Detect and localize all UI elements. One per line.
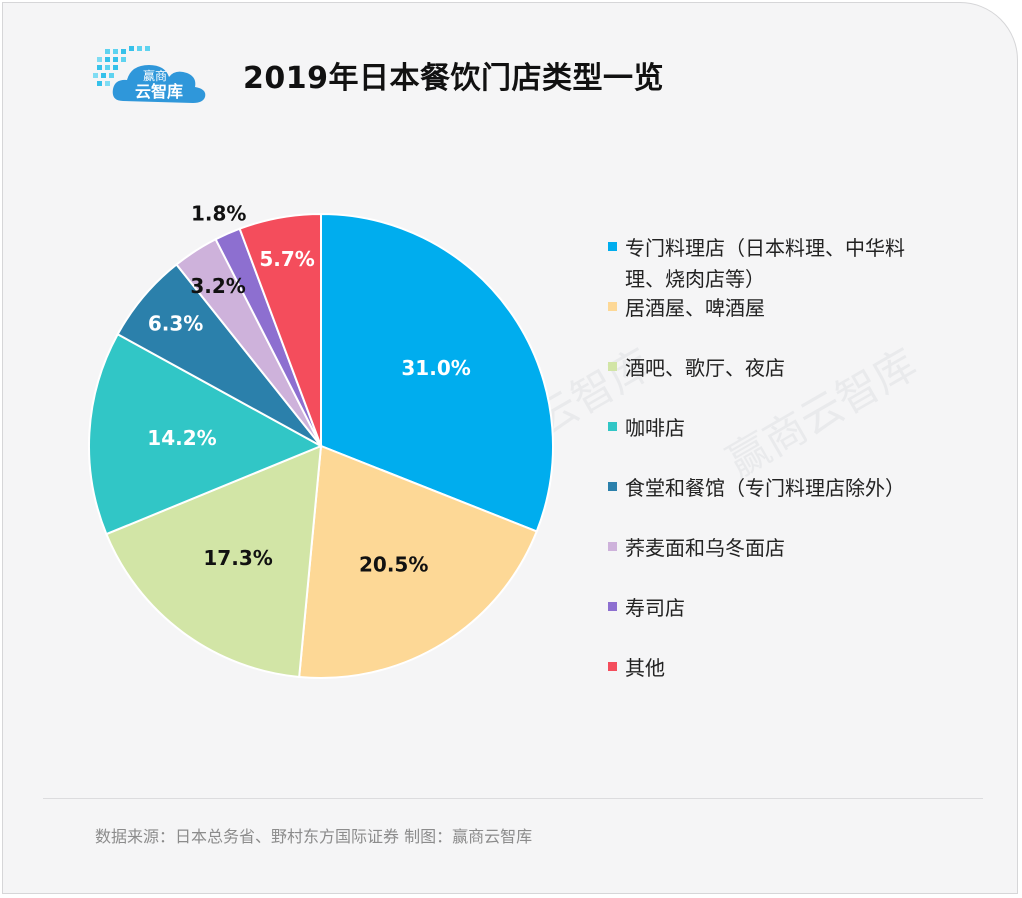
- legend-swatch: [608, 542, 617, 551]
- legend-label: 食堂和餐馆（专门料理店除外）: [625, 476, 905, 500]
- legend-item: 食堂和餐馆（专门料理店除外）: [608, 476, 905, 500]
- pie-slice-label: 14.2%: [147, 426, 216, 450]
- pie-slice-label: 6.3%: [148, 311, 203, 335]
- pie-slice-label: 31.0%: [401, 356, 470, 380]
- source-note: 数据来源：日本总务省、野村东方国际证券 制图：赢商云智库: [95, 827, 533, 846]
- pie-labels: 31.0% 20.5% 17.3% 14.2% 6.3% 3.2% 1.8% 5.7%: [147, 202, 470, 577]
- pie-slice-label: 20.5%: [359, 553, 428, 577]
- pie-slice: [88, 332, 324, 536]
- chart-title: 2019年日本餐饮门店类型一览: [243, 61, 664, 96]
- legend-label: 咖啡店: [625, 416, 685, 440]
- pie-slice-label: 17.3%: [203, 546, 272, 570]
- pie-slices: [88, 212, 554, 679]
- pie-slice-label: 5.7%: [259, 247, 314, 271]
- logo-cloud: [112, 65, 206, 103]
- legend-swatch: [608, 482, 617, 491]
- legend-swatch: [608, 662, 617, 671]
- legend-swatch: [608, 242, 617, 251]
- legend-swatch: [608, 362, 617, 371]
- pie-slice: [298, 444, 539, 679]
- logo-pixel-grid: [93, 46, 150, 86]
- logo-text-bottom: 云智库: [135, 82, 183, 101]
- legend-swatch: [608, 422, 617, 431]
- legend-label: 荞麦面和乌冬面店: [625, 536, 785, 560]
- legend-label: 其他: [625, 656, 665, 680]
- legend-label: 居酒屋、啤酒屋: [625, 296, 765, 320]
- legend-label: 酒吧、歌厅、夜店: [625, 356, 785, 380]
- legend-item: 寿司店: [608, 596, 685, 620]
- logo-text-top: 赢商: [143, 68, 167, 83]
- yingshang-logo: 赢商 云智库: [93, 46, 206, 103]
- legend-item: 荞麦面和乌冬面店: [608, 536, 785, 560]
- legend-label: 理、烧肉店等）: [625, 267, 765, 291]
- pie-slice: [105, 444, 323, 679]
- pie-slice-label: 1.8%: [191, 202, 246, 226]
- legend-label: 专门料理店（日本料理、中华料: [625, 236, 905, 260]
- legend-item: 咖啡店: [608, 416, 685, 440]
- legend-label: 寿司店: [625, 596, 685, 620]
- pie-chart: 赢商云智库 赢商云智库 赢商云智库 31.0%20.5%17.3%14.2%6.…: [88, 202, 925, 680]
- pie-slice: [238, 212, 322, 447]
- footer-divider: [43, 798, 983, 799]
- legend-item: 酒吧、歌厅、夜店: [608, 356, 785, 380]
- legend-item: 其他: [608, 656, 665, 680]
- legend-swatch: [608, 302, 617, 311]
- legend-swatch: [608, 602, 617, 611]
- legend-item: 居酒屋、啤酒屋: [608, 296, 765, 320]
- pie-slice: [320, 212, 554, 533]
- pie-slice-label: 3.2%: [190, 274, 245, 298]
